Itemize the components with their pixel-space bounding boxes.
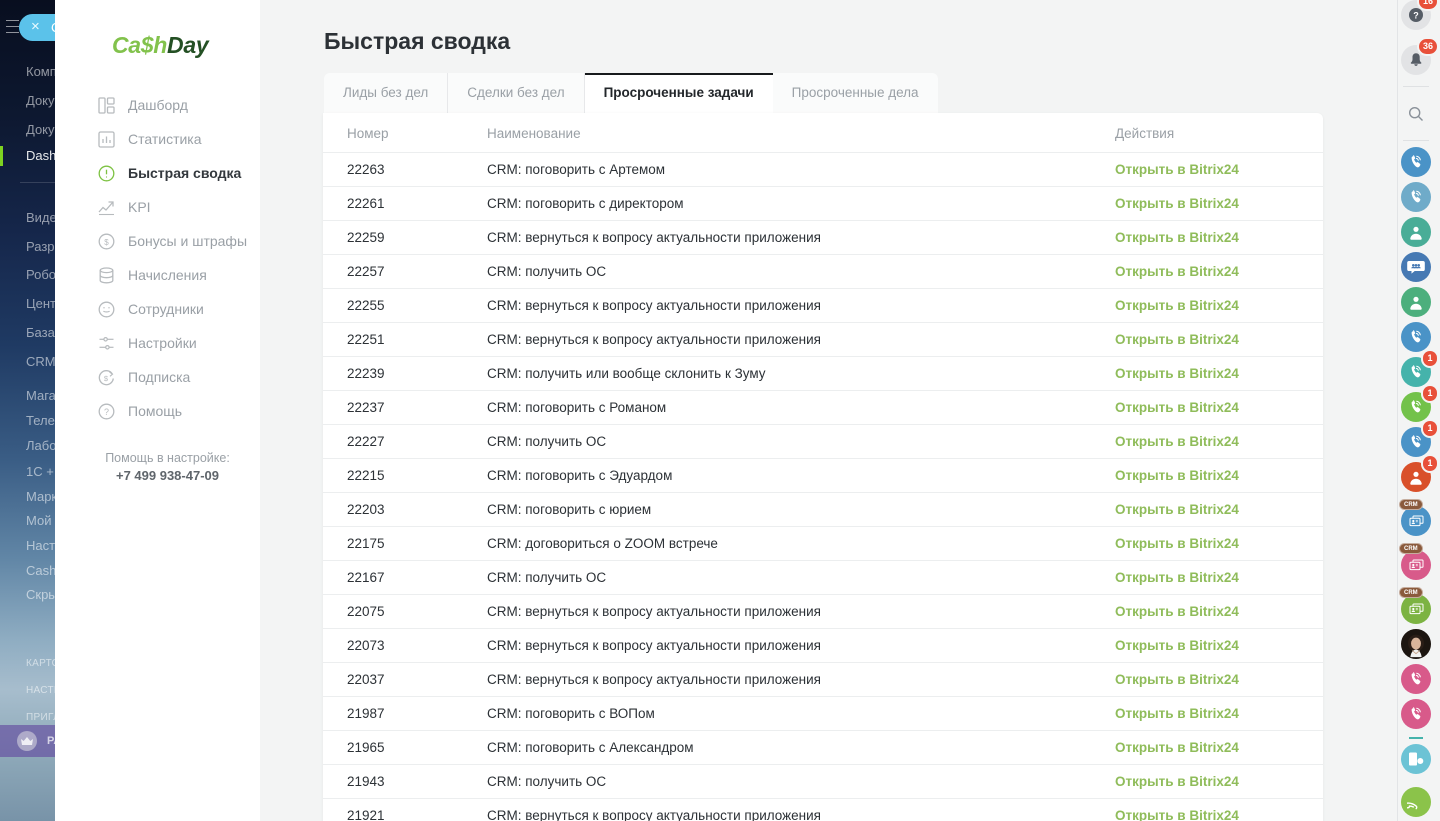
svg-text:?: ? [1413, 11, 1419, 21]
svg-text:$: $ [104, 373, 109, 382]
svg-text:?: ? [104, 407, 109, 417]
svg-text:$: $ [104, 237, 109, 246]
